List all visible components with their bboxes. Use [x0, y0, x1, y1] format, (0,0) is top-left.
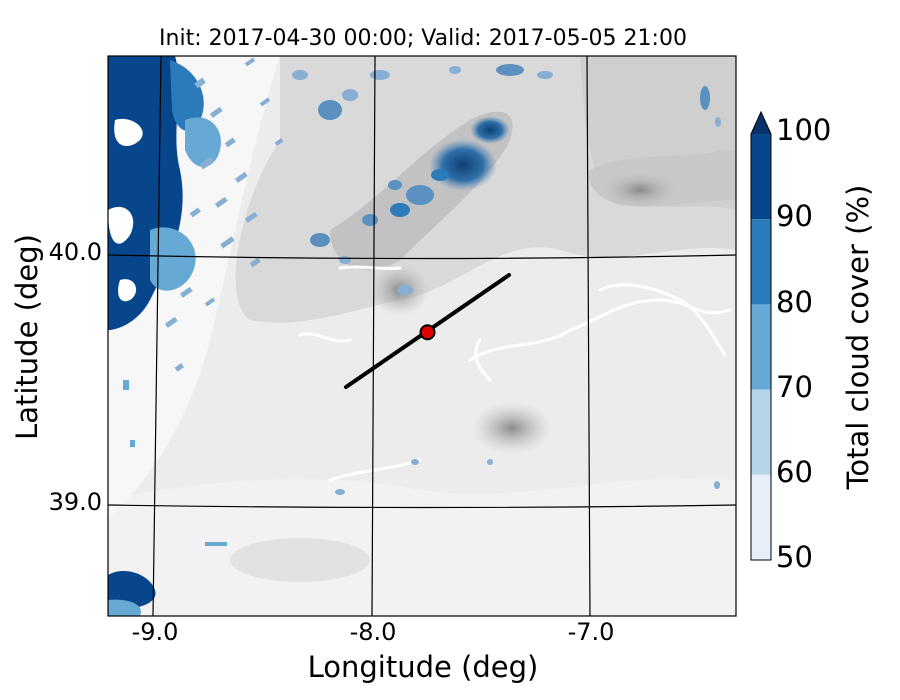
colorbar-tick-label: 90	[776, 199, 813, 233]
terrain-hill-east	[602, 172, 678, 208]
cloud-cluster-northeast	[292, 64, 721, 495]
colorbar-tick-label: 60	[776, 455, 813, 489]
cloud-cover	[108, 56, 227, 616]
colorbar-extend-arrow	[751, 112, 771, 134]
y-tick-label: 40.0	[48, 238, 102, 266]
colorbar-segment	[751, 304, 771, 390]
terrain-hill-southwest	[230, 538, 370, 582]
y-axis-label: Latitude (deg)	[10, 234, 44, 440]
x-tick-label: -9.0	[131, 618, 179, 646]
colorbar-segment	[751, 389, 771, 475]
colorbar	[750, 110, 772, 561]
colorbar-segment	[751, 219, 771, 305]
cloud-streaks	[164, 57, 284, 372]
colorbar-segment	[751, 134, 771, 220]
y-tick-label: 39.0	[48, 488, 102, 516]
transect	[343, 273, 512, 390]
transect-center-point	[419, 324, 436, 341]
rivers	[298, 265, 732, 482]
colorbar-tick-label: 50	[776, 540, 813, 574]
terrain-hill-south	[472, 402, 552, 454]
colorbar-segment	[751, 474, 771, 560]
chart-title: Init: 2017-04-30 00:00; Valid: 2017-05-0…	[159, 26, 687, 51]
terrain-plain-south	[108, 478, 736, 616]
colorbar-outline	[750, 110, 772, 561]
map-panel	[108, 56, 736, 616]
graticule	[108, 56, 736, 616]
x-tick-label: -7.0	[567, 618, 615, 646]
x-tick-label: -8.0	[349, 618, 397, 646]
colorbar-label: Total cloud cover (%)	[841, 184, 875, 490]
colorbar-tick-label: 100	[776, 113, 832, 147]
map-frame	[107, 55, 737, 617]
x-axis-label: Longitude (deg)	[307, 650, 539, 684]
colorbar-tick-label: 80	[776, 285, 813, 319]
colorbar-tick-label: 70	[776, 370, 813, 404]
